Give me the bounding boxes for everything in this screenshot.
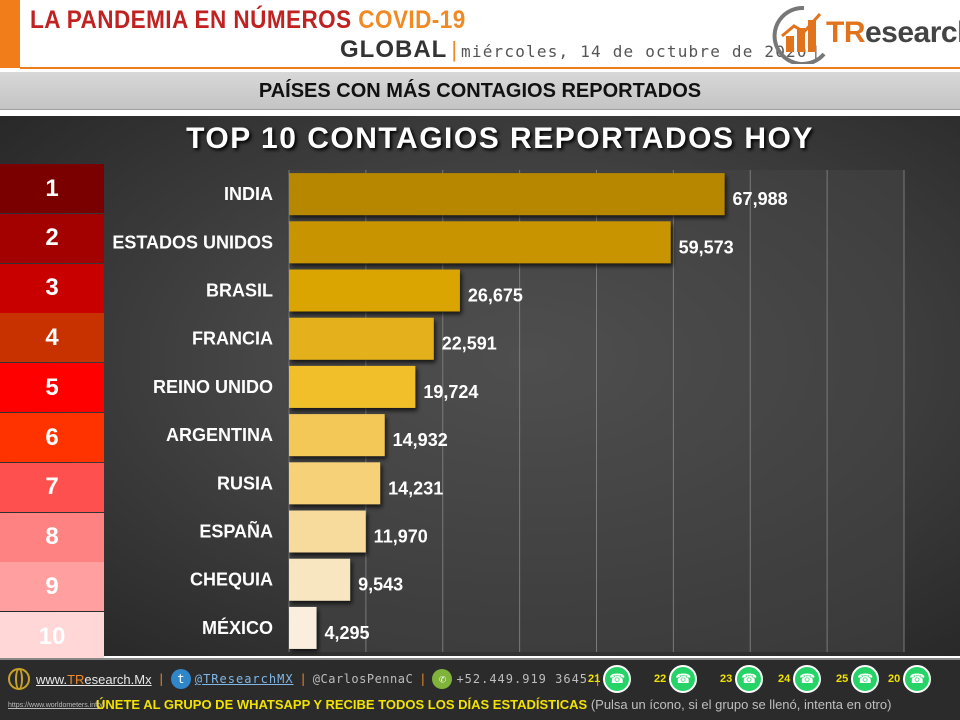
whatsapp-icon[interactable]: ☎ [851, 665, 880, 693]
category-label: MÉXICO [202, 617, 273, 638]
category-label: REINO UNIDO [153, 377, 273, 397]
bar-estados-unidos [289, 221, 671, 264]
phone-icon[interactable]: ✆ [432, 669, 453, 689]
value-label: 14,231 [388, 478, 443, 498]
rank-cell-3: 3 [0, 263, 104, 313]
source-url[interactable]: https://www.worldometers.info/ [8, 702, 103, 709]
page-title: LA PANDEMIA EN NÚMEROS COVID-19 [30, 6, 466, 35]
date-label: miércoles, 14 de octubre de 2020 [461, 42, 808, 61]
rank-cell-1: 1 [0, 164, 104, 213]
bar-españa [289, 510, 366, 553]
rank-cell-8: 8 [0, 512, 104, 562]
value-label: 9,543 [358, 575, 403, 595]
value-label: 19,724 [423, 382, 478, 402]
invite-text: ÚNETE AL GRUPO DE WHATSAPP Y RECIBE TODO… [96, 697, 588, 712]
footer-divider [0, 658, 960, 660]
category-label: BRASIL [206, 281, 273, 301]
author-handle[interactable]: @CarlosPennaC [312, 672, 414, 686]
rank-cell-2: 2 [0, 213, 104, 263]
whatsapp-icon[interactable]: ☎ [903, 665, 932, 693]
whatsapp-group-number: 23 [720, 673, 733, 685]
invite-note: (Pulsa un ícono, si el grupo se llenó, i… [590, 697, 892, 712]
rank-cell-7: 7 [0, 462, 104, 512]
bar-argentina [289, 414, 385, 457]
globe-icon [8, 668, 30, 690]
whatsapp-invite: ÚNETE AL GRUPO DE WHATSAPP Y RECIBE TODO… [96, 697, 891, 712]
value-label: 67,988 [733, 189, 788, 209]
value-label: 59,573 [679, 237, 734, 257]
category-label: ARGENTINA [166, 425, 273, 445]
rank-cell-6: 6 [0, 413, 104, 462]
bar-rusia [289, 462, 381, 505]
header-subtitle: GLOBAL | miércoles, 14 de octubre de 2020 | [340, 36, 818, 64]
value-label: 14,932 [393, 430, 448, 450]
whatsapp-group-20[interactable]: 20 ☎ [888, 664, 932, 694]
footer-contacts: www.TResearch.Mx | t @TResearchMX | @Car… [8, 666, 607, 692]
section-band: PAÍSES CON MÁS CONTAGIOS REPORTADOS [0, 72, 960, 110]
category-label: ESTADOS UNIDOS [112, 232, 273, 252]
separator: | [419, 672, 427, 686]
whatsapp-icon[interactable]: ☎ [793, 665, 822, 693]
header-divider [20, 67, 960, 69]
whatsapp-group-24[interactable]: 24 ☎ [778, 664, 822, 694]
whatsapp-group-23[interactable]: 23 ☎ [720, 664, 764, 694]
whatsapp-group-number: 22 [654, 673, 667, 685]
whatsapp-icon[interactable]: ☎ [669, 665, 698, 693]
region-label: GLOBAL [340, 36, 448, 63]
header-accent-bar [0, 0, 20, 68]
section-heading: PAÍSES CON MÁS CONTAGIOS REPORTADOS [258, 80, 702, 102]
whatsapp-group-number: 21 [588, 673, 601, 685]
chart-title: TOP 10 CONTAGIOS REPORTADOS HOY [186, 122, 814, 155]
website-link[interactable]: www.TResearch.Mx [36, 671, 152, 687]
separator: | [157, 672, 165, 686]
whatsapp-icon[interactable]: ☎ [603, 665, 632, 693]
value-label: 4,295 [325, 623, 370, 643]
whatsapp-group-number: 25 [836, 673, 849, 685]
separator: | [451, 37, 458, 62]
separator: | [813, 44, 818, 61]
separator: | [594, 672, 602, 686]
tresearch-logo-icon [772, 5, 826, 64]
category-label: RUSIA [217, 473, 273, 493]
bar-reino-unido [289, 365, 416, 408]
rank-cell-4: 4 [0, 313, 104, 363]
whatsapp-group-21[interactable]: 21 ☎ [588, 664, 632, 694]
category-label: ESPAÑA [199, 521, 273, 542]
value-label: 26,675 [468, 286, 523, 306]
separator: | [299, 672, 307, 686]
whatsapp-group-22[interactable]: 22 ☎ [654, 664, 698, 694]
bar-india [289, 173, 725, 216]
whatsapp-icon[interactable]: ☎ [735, 665, 764, 693]
bar-francia [289, 317, 434, 360]
value-label: 11,970 [374, 527, 428, 547]
rank-cell-10: 10 [0, 612, 104, 662]
value-label: 22,591 [442, 334, 497, 354]
phone-number[interactable]: +52.449.919 3645 [456, 672, 589, 686]
bar-méxico [289, 606, 317, 649]
title-main: LA PANDEMIA EN NÚMEROS [30, 6, 352, 34]
rank-cell-9: 9 [0, 562, 104, 612]
logo-wordmark: TResearch [826, 16, 960, 49]
bar-chequia [289, 558, 351, 601]
category-label: FRANCIA [192, 329, 273, 349]
twitter-handle-link[interactable]: @TResearchMX [194, 672, 294, 686]
bar-brasil [289, 269, 460, 312]
title-covid: COVID-19 [358, 6, 466, 34]
rank-cell-5: 5 [0, 363, 104, 413]
category-label: CHEQUIA [190, 570, 273, 590]
whatsapp-group-number: 20 [888, 673, 901, 685]
whatsapp-group-number: 24 [778, 673, 791, 685]
whatsapp-group-25[interactable]: 25 ☎ [836, 664, 880, 694]
category-label: INDIA [224, 184, 273, 204]
twitter-icon[interactable]: t [170, 669, 191, 689]
